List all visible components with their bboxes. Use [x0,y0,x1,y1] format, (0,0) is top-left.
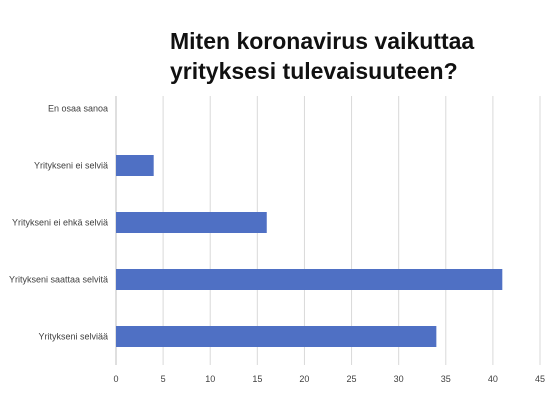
chart-title: Miten koronavirus vaikuttaa yrityksesi t… [170,28,475,84]
category-labels: En osaa sanoa Yritykseni ei selviä Yrityks… [9,104,108,342]
x-tick-label: 30 [394,374,404,384]
category-label: Yritykseni ei ehkä selviä [12,218,108,228]
bar [116,212,267,233]
x-tick-label: 35 [441,374,451,384]
x-tick-label: 40 [488,374,498,384]
bars [116,155,503,347]
x-tick-labels: 0 5 10 15 20 25 30 35 40 45 [113,374,545,384]
x-tick-label: 25 [347,374,357,384]
bar [116,269,503,290]
category-label: Yritykseni ei selviä [34,161,108,171]
x-tick-label: 15 [252,374,262,384]
category-label: Yritykseni selviää [38,332,108,342]
bar [116,326,437,347]
x-tick-label: 20 [299,374,309,384]
x-tick-label: 10 [205,374,215,384]
bar [116,155,154,176]
x-tick-label: 45 [535,374,545,384]
x-tick-label: 0 [113,374,118,384]
category-label: En osaa sanoa [48,104,108,114]
x-tick-label: 5 [161,374,166,384]
category-label: Yritykseni saattaa selvitä [9,275,108,285]
